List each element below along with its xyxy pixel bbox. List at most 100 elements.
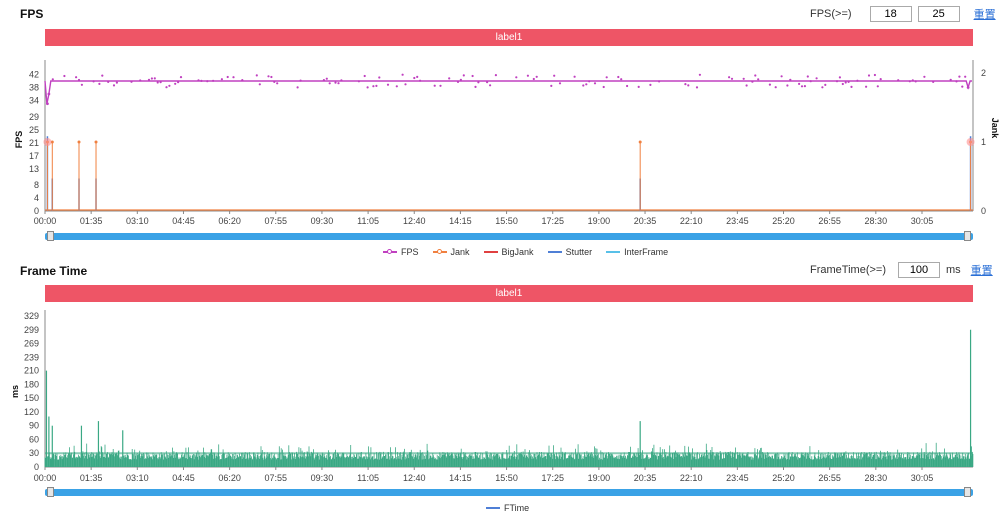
fps-x-tick-label: 26:55 — [818, 216, 841, 226]
legend-label: BigJank — [501, 247, 534, 257]
fps-point — [98, 82, 101, 85]
fps-point — [841, 82, 844, 86]
ft-y-tick-label: 120 — [24, 407, 39, 417]
jank-y-tick-label: 0 — [981, 206, 986, 216]
fps-point — [932, 80, 935, 83]
fps-point — [168, 84, 171, 87]
fps-y-tick-label: 13 — [29, 164, 39, 174]
ft-x-tick-label: 11:05 — [357, 473, 379, 483]
ft-y-tick-label: 239 — [24, 352, 39, 362]
fps-point — [80, 83, 83, 86]
fps-x-tick-label: 25:20 — [772, 216, 795, 226]
ft-x-tick-label: 12:40 — [403, 473, 426, 483]
fps-point — [553, 74, 556, 77]
fps-threshold-min-input[interactable] — [869, 6, 912, 22]
frametime-time-scrollbar[interactable] — [45, 487, 973, 497]
fps-label-bar[interactable]: label1 — [45, 29, 973, 46]
fps-point — [471, 74, 474, 78]
fps-point — [876, 85, 879, 88]
fps-point — [754, 74, 757, 77]
ft-x-tick-label: 01:35 — [80, 473, 103, 483]
fps-point — [340, 79, 343, 82]
legend-label: FPS — [401, 247, 419, 257]
fps-x-tick-label: 14:15 — [449, 216, 472, 226]
fps-point — [200, 79, 203, 82]
legend-swatch — [547, 251, 562, 253]
fps-y-tick-label: 29 — [29, 112, 39, 122]
legend-item-ftime[interactable]: FTime — [486, 503, 529, 513]
ft-y-tick-label: 269 — [24, 339, 39, 349]
fps-point — [526, 74, 530, 77]
legend-item-jank[interactable]: Jank — [432, 247, 470, 257]
fps-x-tick-label: 22:10 — [680, 216, 703, 226]
frametime-scroll-handle-left[interactable] — [47, 487, 54, 497]
fps-reset-link[interactable]: 重置 — [973, 9, 996, 21]
jank-y-axis-label: Jank — [990, 118, 1000, 140]
fps-x-tick-label: 15:50 — [495, 216, 518, 226]
fps-y-tick-label: 4 — [34, 193, 39, 203]
fps-point — [585, 83, 588, 86]
fps-point — [798, 82, 801, 85]
legend-swatch — [483, 251, 498, 253]
fps-point — [923, 75, 926, 78]
fps-point — [856, 79, 859, 82]
ft-y-tick-label: 299 — [24, 325, 39, 335]
frametime-scroll-handle-right[interactable] — [964, 487, 971, 497]
fps-x-tick-label: 23:45 — [726, 216, 749, 226]
frametime-reset-link[interactable]: 重置 — [970, 265, 993, 277]
fps-point — [800, 85, 804, 88]
fps-point — [602, 85, 605, 89]
fps-x-tick-label: 04:45 — [172, 216, 195, 226]
ft-x-tick-label: 25:20 — [772, 473, 795, 483]
fps-point — [873, 73, 877, 77]
ft-x-tick-label: 19:00 — [588, 473, 611, 483]
fps-point — [462, 74, 465, 77]
ft-x-tick-label: 09:30 — [311, 473, 334, 483]
legend-label: Jank — [450, 247, 470, 257]
legend-label: InterFrame — [624, 247, 669, 257]
fps-dip-point — [47, 92, 51, 96]
jank-point — [77, 140, 81, 144]
fps-scroll-handle-left[interactable] — [47, 231, 54, 241]
fps-point — [532, 77, 535, 81]
fps-point — [786, 84, 789, 87]
fps-point — [844, 81, 847, 84]
legend-item-interframe[interactable]: InterFrame — [606, 247, 668, 257]
jank-highlight — [43, 138, 52, 146]
legend-item-bigjank[interactable]: BigJank — [483, 247, 534, 257]
fps-x-tick-label: 00:00 — [34, 216, 57, 226]
fps-point — [695, 86, 699, 89]
fps-point — [908, 80, 911, 83]
legend-item-stutter[interactable]: Stutter — [547, 247, 593, 257]
fps-point — [77, 78, 81, 82]
jank-y-tick-label: 1 — [981, 137, 986, 147]
jank-highlight — [966, 138, 975, 146]
fps-point — [92, 80, 95, 83]
fps-time-scrollbar[interactable] — [45, 231, 973, 241]
fps-point — [742, 77, 745, 80]
ft-y-tick-label: 0 — [34, 462, 39, 472]
fps-point — [914, 80, 917, 83]
fps-point — [325, 77, 328, 80]
ft-y-tick-label: 30 — [29, 448, 39, 458]
frametime-label-bar[interactable]: label1 — [45, 285, 973, 302]
frametime-threshold-label: FrameTime(>=) — [810, 264, 886, 276]
fps-threshold-max-input[interactable] — [917, 6, 960, 22]
frametime-threshold-input[interactable] — [898, 262, 940, 278]
fps-point — [550, 84, 553, 87]
fps-chart: 0 4 8 13 17 21 25 29 34 38 42 0 1 2 00:00 01:35 03:10 04:… — [14, 60, 1000, 226]
legend-label: Stutter — [565, 247, 593, 257]
legend-item-fps[interactable]: FPS — [383, 247, 419, 257]
fps-point — [419, 79, 422, 82]
fps-point — [177, 81, 180, 84]
fps-point — [774, 86, 777, 89]
fps-point — [474, 85, 477, 88]
fps-point — [835, 80, 839, 83]
fps-panel-title: FPS — [20, 7, 44, 21]
fps-point — [850, 85, 853, 88]
fps-point — [780, 75, 783, 78]
fps-scroll-handle-right[interactable] — [964, 231, 971, 241]
fps-x-tick-label: 28:30 — [865, 216, 888, 226]
fps-point — [730, 77, 734, 80]
